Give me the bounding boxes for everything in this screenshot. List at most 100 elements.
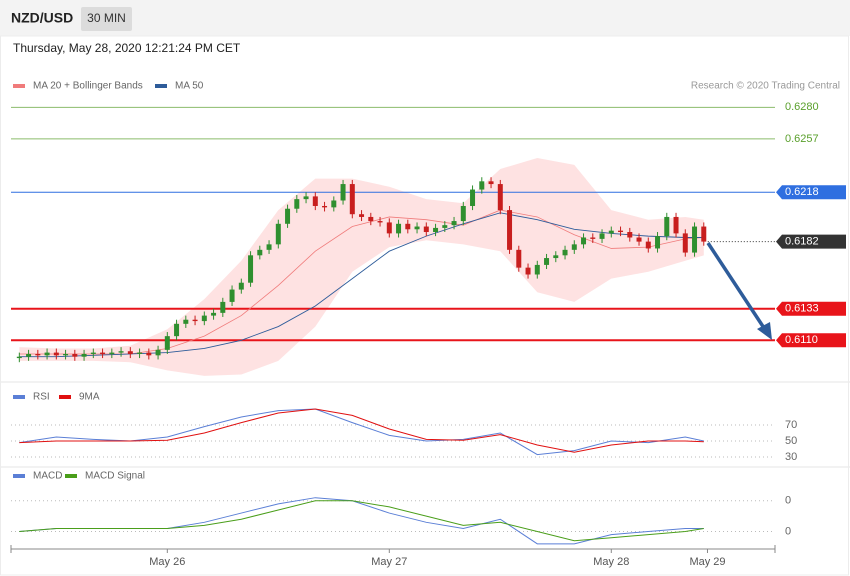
legend-swatch (155, 84, 167, 88)
candle-body (692, 226, 698, 253)
x-tick-label: May 28 (593, 556, 629, 568)
candle-body (72, 353, 78, 357)
legend-swatch (13, 395, 25, 399)
candle-body (322, 205, 328, 208)
candle-body (248, 255, 254, 283)
header-bar (0, 0, 850, 36)
level-label: 0.6257 (785, 133, 819, 145)
candle-body (460, 205, 466, 222)
x-tick-label: May 27 (371, 556, 407, 568)
candle-body (192, 319, 198, 322)
interval: 30 MIN (87, 11, 126, 25)
candle-body (682, 233, 688, 253)
candle-body (590, 237, 596, 239)
candle-body (81, 353, 87, 357)
candle-body (285, 208, 291, 224)
candle-body (414, 226, 420, 230)
candle-body (673, 216, 679, 234)
candle-body (581, 237, 587, 245)
legend-label: 9MA (79, 392, 100, 403)
legend-label: MACD Signal (85, 471, 145, 482)
candle-body (16, 356, 22, 359)
level-badge (776, 234, 846, 249)
level-label: 0.6218 (785, 186, 819, 198)
legend-label: MACD (33, 471, 62, 482)
candle-body (525, 267, 531, 275)
candle-body (608, 230, 614, 234)
candle-body (155, 349, 161, 356)
y-tick-label: 50 (785, 435, 797, 447)
candle-body (544, 258, 550, 265)
candle-body (238, 282, 244, 290)
candle-body (534, 264, 540, 275)
legend-swatch (65, 474, 77, 478)
candle-body (174, 323, 180, 337)
candle-body (349, 184, 355, 215)
candle-body (701, 226, 707, 242)
candle-body (451, 221, 457, 226)
level-label: 0.6133 (785, 303, 819, 315)
candle-body (229, 289, 235, 302)
candle-body (266, 244, 272, 250)
candle-body (618, 230, 624, 233)
candle-body (497, 184, 503, 211)
candle-body (257, 249, 263, 256)
y-tick-label: 0 (785, 495, 791, 507)
candle-body (183, 319, 189, 324)
level-badge (776, 301, 846, 316)
candle-body (90, 352, 96, 354)
candle-body (312, 196, 318, 206)
candle-body (220, 301, 226, 313)
y-tick-label: 30 (785, 451, 797, 463)
level-badge (776, 333, 846, 348)
symbol: NZD/USD (11, 10, 73, 26)
y-tick-label: 70 (785, 419, 797, 431)
x-tick-label: May 26 (149, 556, 185, 568)
candle-body (368, 216, 374, 222)
candle-body (340, 184, 346, 201)
candle-body (553, 255, 559, 259)
level-label: 0.6182 (785, 236, 819, 248)
candle-body (386, 222, 392, 234)
candle-body (433, 227, 439, 233)
candle-body (26, 353, 32, 357)
candle-body (645, 241, 651, 249)
candle-body (507, 210, 513, 250)
candle-body (664, 216, 670, 237)
level-label: 0.6280 (785, 101, 819, 113)
candle-body (562, 249, 568, 256)
candle-body (211, 312, 217, 316)
indicator-line (19, 408, 704, 453)
candle-body (44, 352, 50, 356)
candle-body (479, 181, 485, 190)
y-tick-label: 0 (785, 525, 791, 537)
candle-body (127, 351, 133, 354)
legend-swatch (13, 474, 25, 478)
candle-body (655, 236, 661, 249)
x-tick-label: May 29 (689, 556, 725, 568)
candle-body (303, 196, 309, 200)
frame (0, 35, 849, 576)
forecast-arrowhead (757, 322, 772, 340)
legend-swatch (13, 84, 25, 88)
timestamp: Thursday, May 28, 2020 12:21:24 PM CET (13, 41, 241, 55)
candle-body (627, 232, 633, 238)
candle-body (516, 249, 522, 268)
candle-body (470, 189, 476, 206)
candle-body (488, 181, 494, 185)
candle-body (636, 237, 642, 242)
legend-label: RSI (33, 392, 50, 403)
candle-body (35, 353, 41, 356)
indicator-line (19, 497, 704, 545)
legend-label: MA 50 (175, 81, 204, 92)
candle-body (377, 221, 383, 223)
candle-body (137, 352, 143, 354)
indicator-line (19, 500, 704, 542)
legend-swatch (59, 395, 71, 399)
interval-badge (81, 7, 132, 31)
candle-body (405, 223, 411, 230)
candle-body (442, 225, 448, 228)
candle-body (396, 223, 402, 234)
candle-body (275, 223, 281, 245)
